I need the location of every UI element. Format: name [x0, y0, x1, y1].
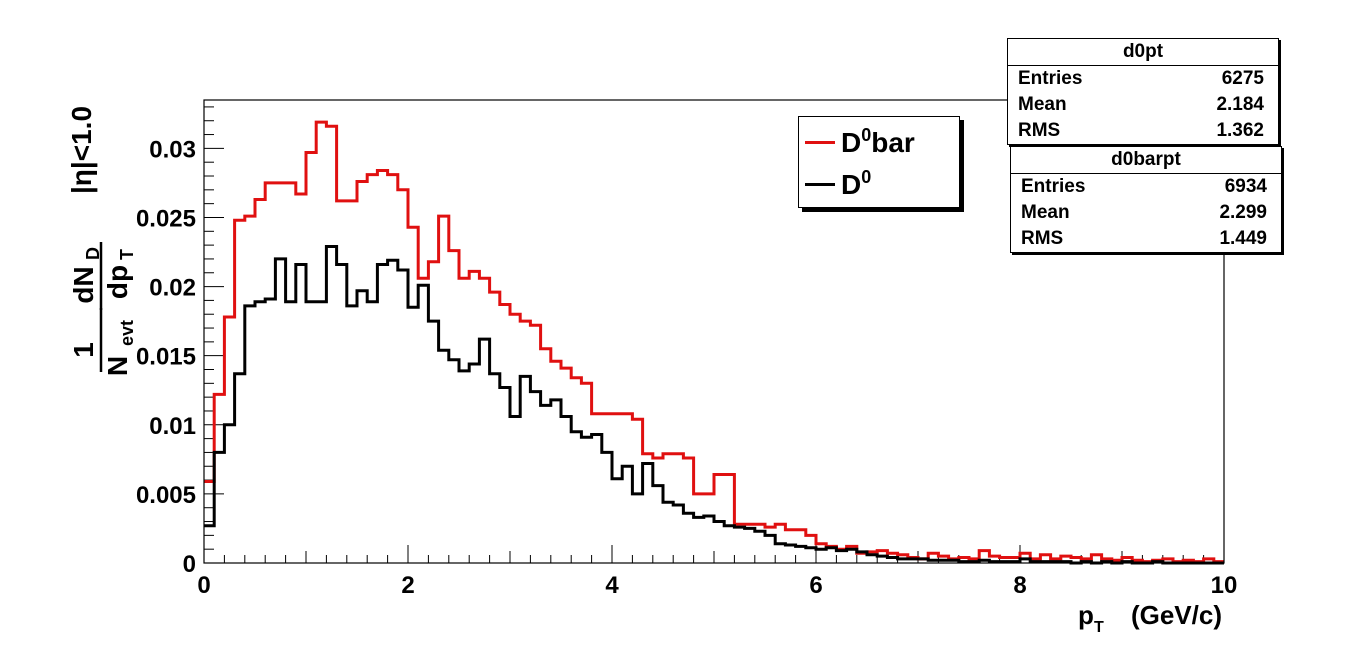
tick-labels: 0 2 4 6 8 10 0 0.005 0.01 0.015 0.02 0.025 0.03 — [136, 136, 1237, 599]
x-axis-title: p T (GeV/c) — [1078, 600, 1222, 636]
x-title-sub: T — [1094, 619, 1104, 636]
x-tick-label: 0 — [197, 572, 210, 599]
x-tick-label: 6 — [809, 572, 822, 599]
y-frac1-num: 1 — [68, 342, 99, 358]
stats-title: d0barpt — [1011, 147, 1281, 174]
y-frac2-den: dp — [102, 265, 133, 299]
y-tick-label: 0.025 — [136, 205, 196, 232]
legend-label-d0bar: D0bar — [841, 125, 915, 158]
stats-row-rms: RMS 1.449 — [1021, 228, 1267, 249]
y-tick-label: 0.01 — [149, 413, 196, 440]
y-tick-label: 0.005 — [136, 482, 196, 509]
x-title-unit: (GeV/c) — [1131, 600, 1222, 630]
x-title-p: p — [1078, 600, 1094, 630]
y-frac2-den-sub: T — [117, 249, 137, 260]
y-frac2-num: dN — [68, 266, 99, 303]
y-frac1-den: N — [102, 356, 133, 376]
legend-entry-d0bar: D0bar — [799, 125, 915, 159]
legend-entry-d0: D0 — [799, 167, 871, 201]
stats-row-rms: RMS 1.362 — [1018, 120, 1264, 141]
y-tick-label: 0.03 — [149, 136, 196, 163]
plot-frame — [203, 99, 1225, 564]
x-tick-label: 10 — [1211, 572, 1238, 599]
y-axis-title: 1 N evt dN D dp T |η|<1.0 — [66, 106, 137, 376]
x-tick-label: 4 — [605, 572, 619, 599]
x-tick-label: 2 — [401, 572, 414, 599]
stats-row-entries: Entries 6934 — [1021, 176, 1267, 197]
stats-row-entries: Entries 6275 — [1018, 68, 1264, 89]
legend-label-d0: D0 — [841, 167, 872, 200]
x-tick-label: 8 — [1013, 572, 1026, 599]
y-tick-label: 0.02 — [149, 275, 196, 302]
y-frac2-num-sub: D — [83, 247, 103, 260]
y-tick-label: 0.015 — [136, 344, 196, 371]
stats-row-mean: Mean 2.299 — [1021, 202, 1267, 223]
stats-box-d0barpt: d0barpt Entries 6934 Mean 2.299 RMS 1.449 — [1010, 146, 1282, 253]
stats-row-mean: Mean 2.184 — [1018, 94, 1264, 115]
stats-title: d0pt — [1008, 39, 1278, 66]
y-frac1-den-sub: evt — [117, 320, 137, 346]
y-eta-condition: |η|<1.0 — [66, 106, 97, 194]
series-layer — [204, 120, 1224, 565]
legend: D0bar D0 — [798, 116, 960, 208]
series-line-d0 — [204, 245, 1224, 565]
y-tick-label: 0 — [183, 551, 196, 578]
stats-box-d0pt: d0pt Entries 6275 Mean 2.184 RMS 1.362 — [1007, 38, 1279, 145]
legend-swatch-d0bar — [805, 140, 835, 144]
series-line-d0bar — [204, 120, 1224, 564]
legend-swatch-d0 — [805, 182, 835, 186]
